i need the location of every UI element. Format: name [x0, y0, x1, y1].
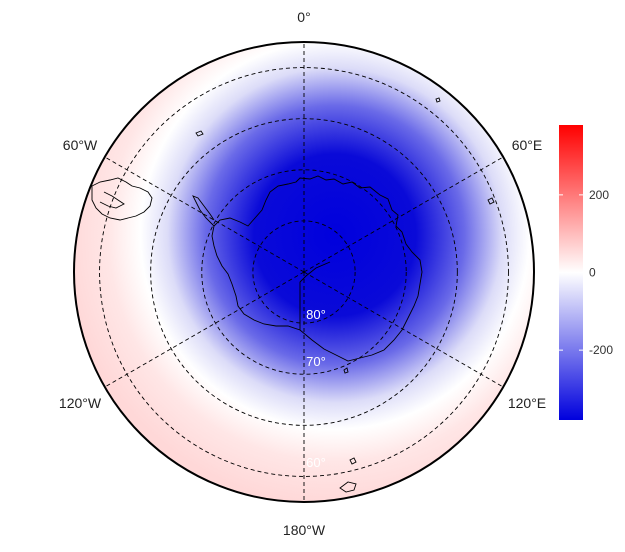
colorbar-tick-label: -200	[589, 343, 613, 357]
latitude-circle-50	[99, 67, 509, 477]
meridian-60	[303, 156, 504, 273]
map-border	[73, 41, 535, 503]
lon-label-60w: 60°W	[63, 137, 98, 153]
latitude-circle-60	[150, 118, 458, 426]
colorbar-ticks: 200 0 -200	[559, 188, 613, 357]
colorbar-tick-label: 0	[589, 266, 596, 280]
lat-label-60: 60°	[306, 455, 326, 470]
lon-label-180w: 180°W	[283, 522, 326, 538]
south-america-inner	[99, 191, 125, 209]
colorbar-tick-label: 200	[589, 188, 609, 202]
lat-label-70: 70°	[306, 354, 326, 369]
south-america-tip	[91, 177, 153, 221]
coastlines	[91, 97, 495, 493]
ross-ice-shelf	[299, 261, 331, 330]
small-island-ne	[435, 97, 441, 103]
graticule	[99, 42, 509, 502]
lon-label-60e: 60°E	[512, 137, 543, 153]
lon-label-120w: 120°W	[59, 395, 102, 411]
antarctic-peninsula	[192, 195, 215, 227]
campbell-island	[349, 457, 357, 465]
south-georgia	[195, 130, 204, 137]
longitude-labels: 0° 60°E 120°E 180°W 120°W 60°W	[59, 9, 546, 538]
new-zealand-tip	[339, 481, 357, 493]
kerguelen	[487, 197, 495, 205]
colorbar: 200 0 -200	[559, 125, 613, 420]
latitude-labels: 80° 70° 60°	[306, 307, 326, 470]
meridian-240	[104, 271, 305, 388]
macquarie-island	[343, 367, 349, 374]
lon-label-120e: 120°E	[508, 395, 546, 411]
meridian-120	[303, 271, 504, 388]
latitude-circle-70	[201, 169, 407, 375]
lon-label-0: 0°	[297, 9, 310, 25]
meridian-300	[104, 156, 305, 273]
antarctica-coastline	[211, 175, 423, 362]
lat-label-80: 80°	[306, 307, 326, 322]
